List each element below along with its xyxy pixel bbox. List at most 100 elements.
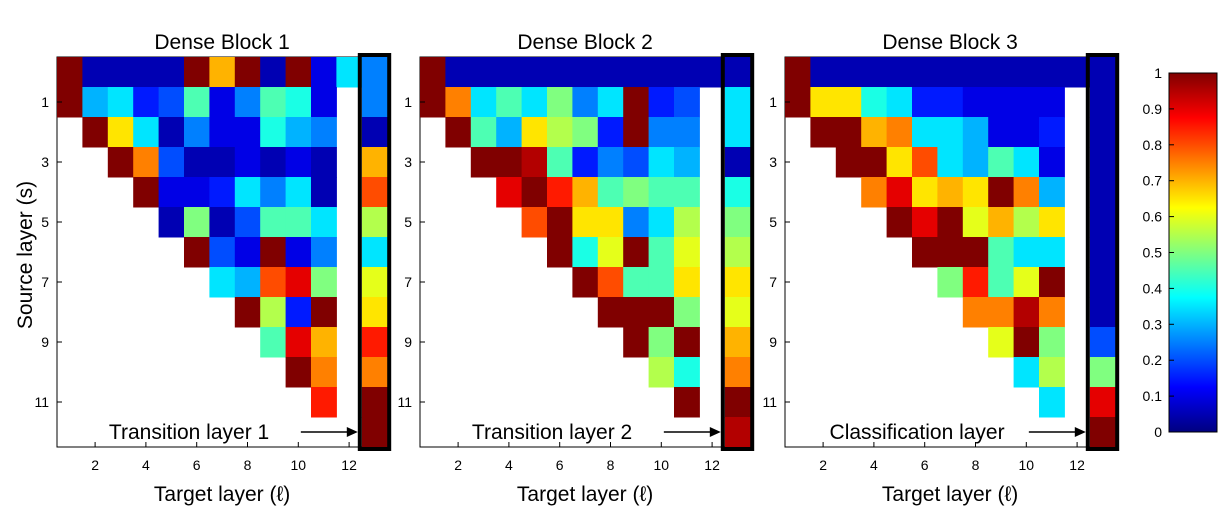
colorbar-tick-label: 0.7 [1143, 173, 1163, 189]
heatmap-cell [886, 177, 913, 208]
transition-cell [1089, 57, 1116, 88]
heatmap-cell [912, 147, 938, 178]
heatmap-cell [937, 207, 964, 238]
heatmap-cell [184, 87, 210, 118]
heatmap-cell [674, 267, 700, 298]
y-tick-label: 9 [769, 334, 777, 350]
heatmap-cell [937, 267, 964, 298]
heatmap-cell [886, 57, 913, 88]
heatmap-cell [937, 57, 964, 88]
y-tick-label: 3 [769, 154, 777, 170]
heatmap-cell [572, 57, 599, 88]
heatmap-cell [623, 207, 650, 238]
y-tick-label: 1 [41, 94, 49, 110]
heatmap-cell [835, 117, 862, 148]
heatmap-cell [962, 147, 989, 178]
transition-cell [1089, 87, 1116, 118]
heatmap-cell [623, 237, 650, 268]
heatmap-cell [1039, 117, 1065, 148]
heatmap-cell [521, 117, 548, 148]
heatmap-cell [496, 117, 523, 148]
heatmap-cell [648, 207, 675, 238]
y-tick-label: 5 [404, 214, 412, 230]
heatmap-cell [988, 267, 1015, 298]
heatmap-cell [597, 297, 624, 328]
heatmap-cell [496, 87, 523, 118]
heatmap-cell [234, 177, 261, 208]
transition-cell [1089, 147, 1116, 178]
heatmap-cell [1039, 147, 1065, 178]
heatmap-cell [133, 177, 160, 208]
heatmap-cell [785, 57, 811, 88]
x-tick-label: 6 [193, 457, 201, 473]
heatmap-cell [623, 57, 650, 88]
x-tick-label: 10 [1019, 457, 1035, 473]
y-tick-label: 7 [769, 274, 777, 290]
panel-title: Dense Block 3 [882, 31, 1017, 54]
heatmap-cell [260, 327, 287, 358]
heatmap-cell [1039, 387, 1065, 418]
panel-3: 2 4 6 8 10 12 1 3 5 7 9 11 Dense Block 3 Target layer… [762, 31, 1120, 506]
heatmap-cell [158, 147, 185, 178]
heatmap-cell [285, 327, 312, 358]
colorbar-tick-label: 0.6 [1143, 209, 1163, 225]
heatmap-cell [597, 267, 624, 298]
x-tick-label: 12 [704, 457, 720, 473]
transition-highlight-box [1085, 53, 1120, 451]
heatmap-cell [209, 117, 236, 148]
transition-cell [361, 387, 388, 418]
heatmap-cell [988, 207, 1015, 238]
transition-cell [361, 207, 388, 238]
annotation-text: Transition layer 1 [109, 421, 269, 444]
heatmap-cell [311, 237, 337, 268]
x-tick-label: 8 [972, 457, 980, 473]
transition-cell [724, 237, 751, 268]
heatmap-cell [285, 237, 312, 268]
heatmap-cell [810, 57, 837, 88]
heatmap-cell [623, 117, 650, 148]
heatmap-cell [912, 117, 938, 148]
heatmap-cell [285, 357, 312, 388]
heatmap-cell [937, 117, 964, 148]
heatmap-cell [937, 147, 964, 178]
heatmap-cell [158, 87, 185, 118]
heatmap-cell [810, 87, 837, 118]
y-tick-label: 1 [769, 94, 777, 110]
heatmap-cell [962, 267, 989, 298]
transition-cell [724, 87, 751, 118]
y-tick-label: 11 [34, 394, 49, 410]
heatmap-cell [285, 177, 312, 208]
heatmap-cell [886, 147, 913, 178]
heatmap-cell [260, 267, 287, 298]
heatmap-cell [572, 267, 599, 298]
transition-cell [361, 237, 388, 268]
heatmap-cell [234, 267, 261, 298]
arrow-head-icon [709, 427, 721, 437]
heatmap-cell [445, 87, 472, 118]
heatmap-cell [260, 147, 287, 178]
heatmap-cell [82, 117, 109, 148]
heatmap-cell [648, 297, 675, 328]
heatmap-cell [1039, 327, 1065, 358]
heatmap-cell [496, 177, 523, 208]
heatmap-cell [1013, 267, 1040, 298]
heatmap-cell [547, 177, 573, 208]
heatmap-cell [597, 87, 624, 118]
transition-cell [724, 147, 751, 178]
transition-cell [361, 417, 388, 448]
heatmap-cell [260, 297, 287, 328]
heatmap-cell [1013, 327, 1040, 358]
transition-cell [1089, 327, 1116, 358]
heatmap-cell [674, 177, 700, 208]
panel-2: 2 4 6 8 10 12 1 3 5 7 9 11 Dense Block 2 Target layer… [397, 31, 755, 506]
heatmap-cell [572, 117, 599, 148]
transition-cell [1089, 207, 1116, 238]
heatmap-cell [285, 267, 312, 298]
heatmap-cell [937, 177, 964, 208]
heatmap-cell [1013, 207, 1040, 238]
heatmap-cell [988, 177, 1015, 208]
heatmap-cell [158, 57, 185, 88]
heatmap-cell [133, 147, 160, 178]
heatmap-cell [674, 147, 700, 178]
colorbar: 0 0.1 0.2 0.3 0.4 0.5 0.6 0.7 0.8 0.9 1 [1143, 65, 1218, 440]
